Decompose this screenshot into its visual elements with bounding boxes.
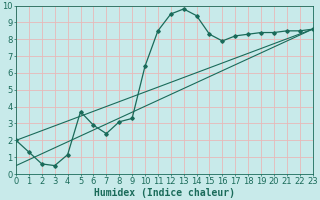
X-axis label: Humidex (Indice chaleur): Humidex (Indice chaleur) bbox=[94, 188, 235, 198]
